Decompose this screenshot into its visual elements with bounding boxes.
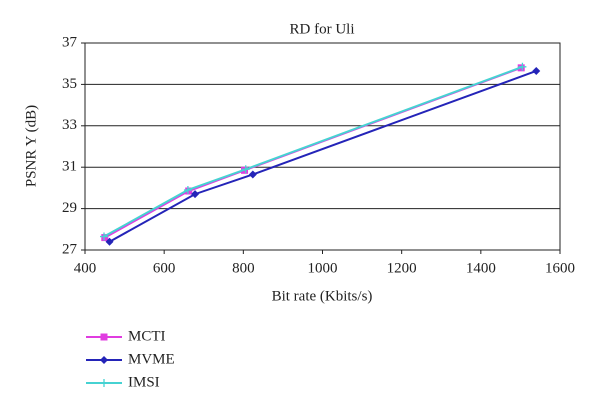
marker bbox=[100, 333, 108, 341]
series-line bbox=[109, 70, 537, 243]
x-tick-label: 600 bbox=[153, 260, 176, 276]
x-tick-label: 1600 bbox=[545, 260, 575, 276]
legend-label: MCTI bbox=[128, 328, 166, 344]
chart-title: RD for Uli bbox=[290, 21, 355, 37]
marker bbox=[248, 170, 257, 179]
x-tick-label: 800 bbox=[232, 260, 255, 276]
marker bbox=[191, 190, 200, 199]
y-tick-label: 29 bbox=[62, 200, 77, 216]
y-tick-label: 35 bbox=[62, 76, 77, 92]
legend-label: MVME bbox=[128, 351, 175, 367]
marker bbox=[100, 232, 108, 241]
x-tick-label: 1200 bbox=[387, 260, 417, 276]
marker bbox=[100, 379, 108, 387]
marker bbox=[105, 237, 114, 246]
marker bbox=[518, 62, 527, 71]
marker bbox=[101, 234, 109, 242]
x-axis-label: Bit rate (Kbits/s) bbox=[272, 288, 373, 304]
y-tick-label: 37 bbox=[62, 34, 78, 50]
y-tick-label: 33 bbox=[62, 117, 77, 133]
x-tick-label: 1400 bbox=[466, 260, 496, 276]
marker bbox=[241, 165, 250, 174]
x-tick-label: 400 bbox=[74, 260, 97, 276]
y-tick-label: 27 bbox=[62, 241, 78, 257]
series-line bbox=[103, 65, 523, 238]
marker bbox=[185, 187, 193, 195]
marker bbox=[100, 356, 108, 364]
x-tick-label: 1000 bbox=[308, 260, 338, 276]
marker bbox=[532, 66, 541, 75]
y-axis-label: PSNR Y (dB) bbox=[23, 105, 39, 187]
marker bbox=[183, 185, 192, 194]
legend-label: IMSI bbox=[128, 374, 160, 390]
plot-area bbox=[84, 42, 561, 251]
y-tick-label: 31 bbox=[62, 159, 77, 175]
